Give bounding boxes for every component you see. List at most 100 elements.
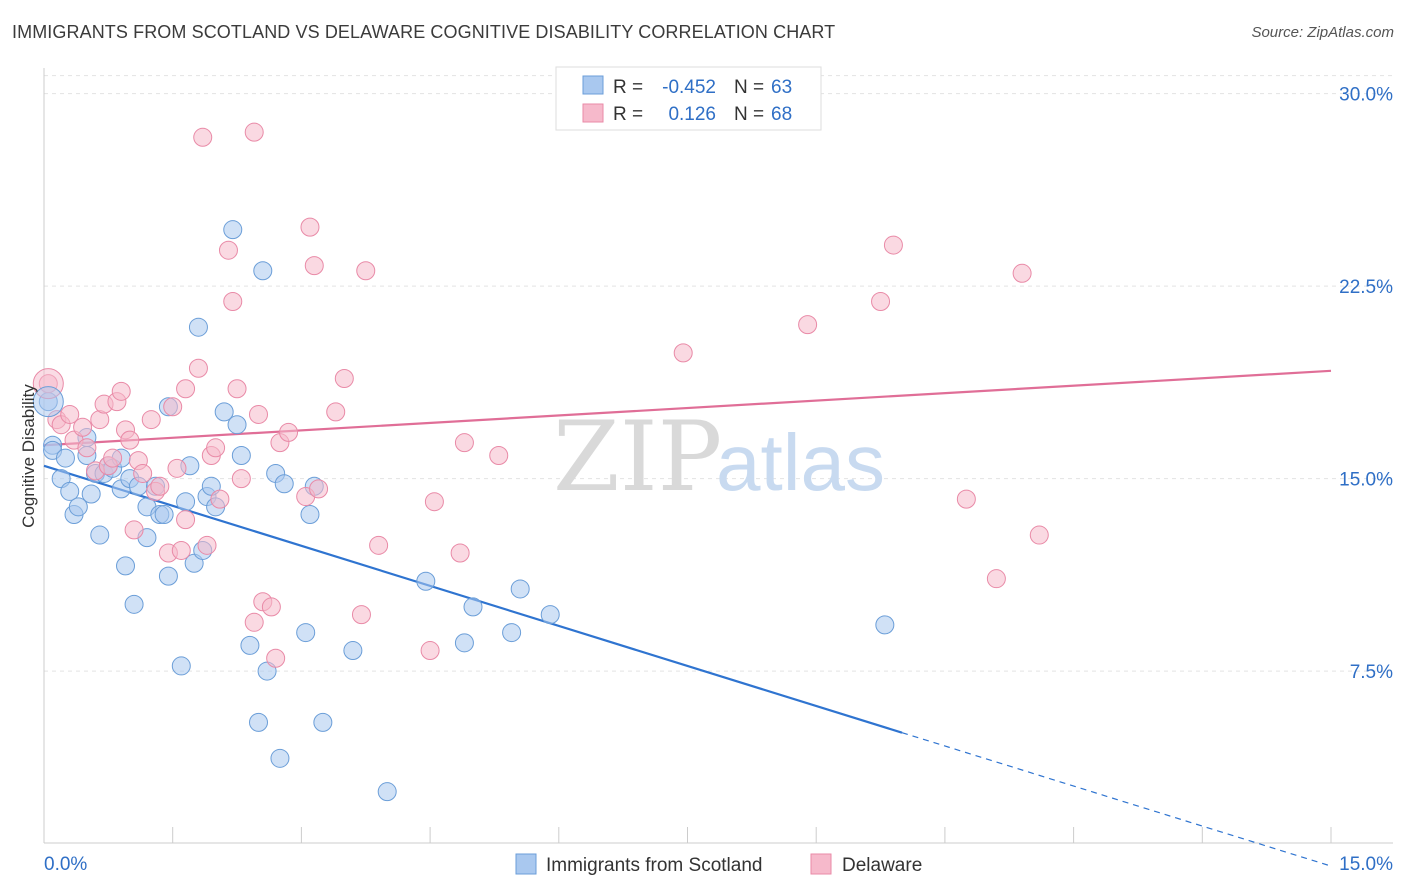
delaware-point — [77, 438, 97, 458]
delaware-point — [883, 235, 903, 255]
delaware-point — [167, 458, 187, 478]
delaware-point — [798, 315, 818, 335]
scotland-point — [68, 497, 88, 517]
n-label-delaware: N = — [734, 104, 764, 125]
r-value-scotland: -0.452 — [662, 77, 716, 98]
delaware-point — [489, 446, 509, 465]
scotland-point — [124, 594, 144, 614]
delaware-trend-line — [43, 369, 1332, 447]
scotland-point — [510, 579, 530, 599]
delaware-point — [227, 379, 247, 399]
scotland-point — [81, 484, 101, 504]
delaware-point — [309, 479, 329, 499]
stats-legend-box: R = -0.452 N = 63 R = 0.126 N = 68 — [555, 66, 822, 131]
delaware-point — [420, 641, 440, 661]
delaware-point — [1029, 525, 1049, 545]
delaware-point — [249, 404, 268, 424]
delaware-point — [266, 648, 286, 668]
delaware-point — [103, 448, 123, 468]
delaware-point — [300, 217, 320, 237]
n-value-scotland: 63 — [771, 77, 792, 98]
delaware-point — [111, 381, 131, 401]
delaware-point — [73, 417, 93, 437]
delaware-point — [124, 520, 144, 540]
y-tick-label: 7.5% — [1350, 662, 1393, 683]
n-value-delaware: 68 — [771, 104, 792, 125]
x-tick-label: 15.0% — [1339, 854, 1393, 875]
scotland-point — [270, 748, 290, 768]
scotland-point — [253, 261, 273, 281]
scotland-swatch — [582, 75, 604, 95]
data-points — [32, 122, 1049, 802]
scotland-point — [55, 448, 75, 468]
scotland-point — [214, 402, 234, 422]
r-label-delaware: R = — [613, 104, 643, 125]
delaware-point — [334, 369, 354, 389]
delaware-point — [279, 422, 299, 442]
delaware-point — [141, 410, 161, 430]
scotland-point — [313, 712, 333, 732]
delaware-point — [210, 489, 230, 509]
legend-swatch-scotland — [515, 853, 537, 875]
delaware-point — [197, 535, 217, 555]
scotland-trend-extension — [901, 732, 1332, 867]
delaware-point — [171, 540, 191, 560]
delaware-point — [424, 492, 444, 512]
scotland-point — [171, 656, 191, 676]
delaware-point — [369, 535, 389, 555]
source-label: Source: ZipAtlas.com — [1251, 24, 1394, 41]
scotland-point — [377, 782, 397, 802]
scotland-point — [463, 597, 483, 617]
scotland-point — [60, 481, 80, 501]
watermark-atlas: atlas — [716, 418, 885, 507]
scotland-point — [227, 415, 247, 435]
scotland-point — [875, 615, 895, 635]
scotland-point — [296, 623, 316, 643]
delaware-point — [206, 438, 226, 458]
scotland-point — [154, 505, 174, 525]
delaware-point — [454, 433, 474, 453]
scotland-point — [116, 556, 136, 576]
scotland-point — [502, 623, 522, 643]
y-tick-label: 15.0% — [1339, 470, 1393, 491]
scotland-point — [223, 220, 243, 240]
scotland-point — [274, 474, 294, 494]
delaware-point — [871, 292, 891, 312]
delaware-point — [304, 256, 324, 276]
x-tick-label: 0.0% — [44, 854, 87, 875]
delaware-point — [261, 597, 281, 617]
scotland-point — [540, 605, 560, 625]
delaware-point — [193, 127, 213, 147]
delaware-point — [176, 379, 196, 399]
scotland-point — [300, 505, 320, 525]
gridlines — [44, 75, 1393, 672]
chart-title: IMMIGRANTS FROM SCOTLAND VS DELAWARE COG… — [12, 22, 836, 42]
delaware-point — [133, 463, 153, 483]
delaware-point — [351, 605, 371, 625]
delaware-point — [244, 612, 264, 632]
scotland-point — [158, 566, 178, 586]
r-label-scotland: R = — [613, 77, 643, 98]
scotland-point — [188, 317, 208, 337]
delaware-point — [150, 476, 170, 496]
delaware-point — [60, 404, 80, 424]
delaware-point — [1012, 263, 1032, 283]
delaware-point — [223, 292, 243, 312]
n-label-scotland: N = — [734, 77, 764, 98]
delaware-point — [163, 397, 183, 417]
delaware-point — [673, 343, 693, 363]
delaware-point — [956, 489, 976, 509]
delaware-point — [176, 510, 196, 530]
bottom-legend: Immigrants from Scotland Delaware — [515, 853, 922, 876]
delaware-point — [326, 402, 346, 422]
scotland-point — [249, 712, 268, 732]
r-value-delaware: 0.126 — [668, 104, 716, 125]
delaware-point — [231, 469, 251, 489]
axes: 7.5% 15.0% 22.5% 30.0% 0.0% 15.0% — [43, 68, 1393, 875]
scotland-point — [90, 525, 110, 545]
delaware-point — [218, 240, 238, 260]
scotland-point — [343, 641, 363, 661]
legend-swatch-delaware — [810, 853, 832, 875]
scotland-point — [32, 386, 64, 418]
